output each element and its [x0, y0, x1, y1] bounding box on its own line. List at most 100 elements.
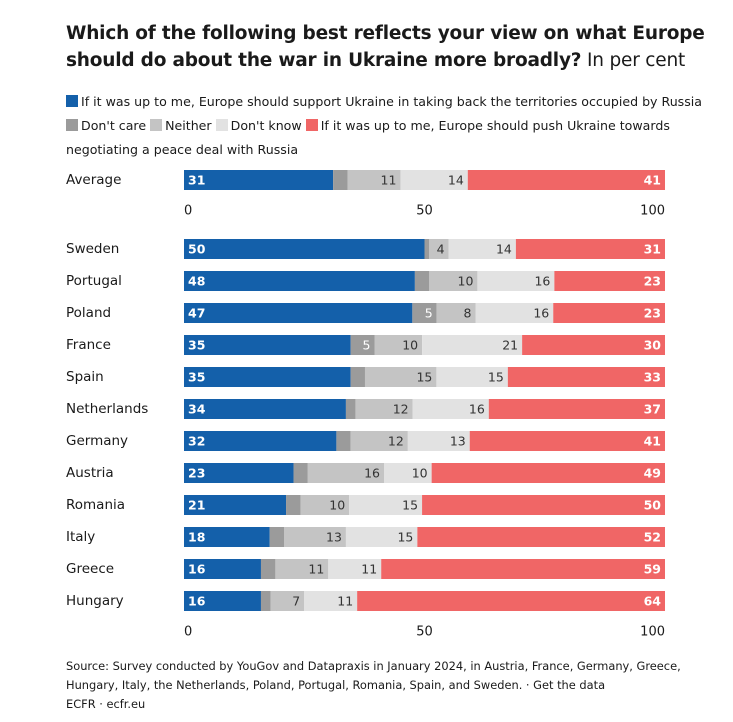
bar-segment: [345, 527, 418, 547]
data-label: 11: [361, 562, 377, 577]
bar-segment: [436, 303, 476, 323]
data-label: 12: [388, 434, 404, 449]
data-label: 21: [188, 498, 205, 513]
bar-segment: [184, 170, 334, 190]
data-label: 10: [412, 466, 428, 481]
data-label: 49: [644, 466, 661, 481]
bar-segment: [184, 527, 270, 547]
data-label: 32: [188, 434, 205, 449]
source-text: Source: Survey conducted by YouGov and D…: [66, 659, 681, 692]
bar-segment: [300, 495, 350, 515]
legend-swatch: [150, 119, 163, 131]
data-label: 12: [393, 402, 409, 417]
data-label: 47: [188, 306, 205, 321]
bar-segment: [350, 335, 375, 355]
chart-title: Which of the following best reflects you…: [66, 20, 706, 74]
data-label: 16: [469, 402, 485, 417]
bar-segment: [184, 463, 294, 483]
bar-segment: [522, 335, 665, 355]
bar-segment: [488, 399, 665, 419]
bar-segment: [436, 367, 508, 387]
data-label: 30: [644, 338, 662, 353]
bar-segment: [284, 527, 346, 547]
bar-segment: [336, 431, 351, 451]
data-label: 64: [644, 594, 662, 609]
bar-segment: [384, 463, 432, 483]
bar-segment: [184, 271, 415, 291]
legend-swatch: [215, 119, 228, 131]
data-label: 14: [496, 242, 512, 257]
data-label: 16: [533, 306, 549, 321]
data-label: 50: [188, 242, 206, 257]
legend-item-push-negotiation: If it was up to me, Europe should push U…: [66, 118, 670, 157]
bar-segment: [328, 559, 382, 579]
x-tick-label: 50: [416, 204, 433, 219]
bar-segment: [349, 495, 423, 515]
bar-segment: [407, 431, 470, 451]
bar-segment: [304, 591, 358, 611]
bar-segment: [429, 239, 449, 259]
data-label: 33: [644, 370, 661, 385]
data-label: 11: [381, 173, 397, 188]
data-label: 16: [188, 562, 206, 577]
bar-segment: [333, 170, 348, 190]
bar-segment: [448, 239, 516, 259]
legend-label: Neither: [165, 118, 212, 133]
bar-segment: [507, 367, 665, 387]
data-label: 15: [402, 498, 418, 513]
bar-segment: [355, 399, 413, 419]
data-label: 35: [188, 338, 205, 353]
data-label: 59: [644, 562, 661, 577]
data-label: 31: [188, 173, 205, 188]
data-label: 34: [188, 402, 206, 417]
title-question: Which of the following best reflects you…: [66, 23, 705, 71]
bar-segment: [184, 367, 351, 387]
bar-segment: [345, 399, 356, 419]
bar-segment: [477, 271, 555, 291]
category-label: Germany: [66, 433, 128, 449]
legend-label: If it was up to me, Europe should push U…: [66, 118, 670, 157]
bar-segment: [374, 335, 423, 355]
bar-segment: [270, 591, 305, 611]
bar-segment: [554, 271, 665, 291]
bar-segment: [422, 495, 665, 515]
data-label: 15: [416, 370, 432, 385]
data-label: 13: [326, 530, 342, 545]
bar-segment: [424, 239, 430, 259]
category-label: Italy: [66, 529, 95, 545]
data-label: 23: [644, 306, 661, 321]
legend-swatch: [66, 95, 78, 107]
category-label: Sweden: [66, 241, 119, 257]
data-label: 4: [437, 242, 445, 257]
bar-segment: [307, 463, 385, 483]
bar-segment: [184, 303, 413, 323]
data-label: 48: [188, 274, 205, 289]
category-label: Hungary: [66, 593, 124, 609]
legend: If it was up to me, Europe should suppor…: [66, 90, 706, 162]
x-tick-label: 0: [184, 625, 192, 640]
bar-segment: [184, 431, 337, 451]
data-label: 7: [292, 594, 300, 609]
x-tick-label: 0: [184, 204, 192, 219]
category-label: Spain: [66, 369, 104, 385]
bar-segment: [553, 303, 665, 323]
category-label: Poland: [66, 305, 111, 321]
bar-segment: [422, 335, 523, 355]
bar-segment: [475, 303, 554, 323]
data-label: 16: [364, 466, 380, 481]
legend-item-neither: Neither: [150, 118, 212, 133]
bar-segment: [293, 463, 308, 483]
data-label: 31: [644, 242, 661, 257]
bar-segment: [429, 271, 478, 291]
source-note: Source: Survey conducted by YouGov and D…: [66, 657, 706, 714]
legend-label: If it was up to me, Europe should suppor…: [81, 94, 703, 109]
bar-segment: [184, 495, 287, 515]
data-label: 16: [534, 274, 550, 289]
data-label: 11: [337, 594, 353, 609]
category-label: Average: [66, 172, 121, 188]
bar-segment: [260, 559, 276, 579]
bar-segment: [417, 527, 665, 547]
data-label: 13: [450, 434, 466, 449]
data-label: 5: [363, 338, 371, 353]
